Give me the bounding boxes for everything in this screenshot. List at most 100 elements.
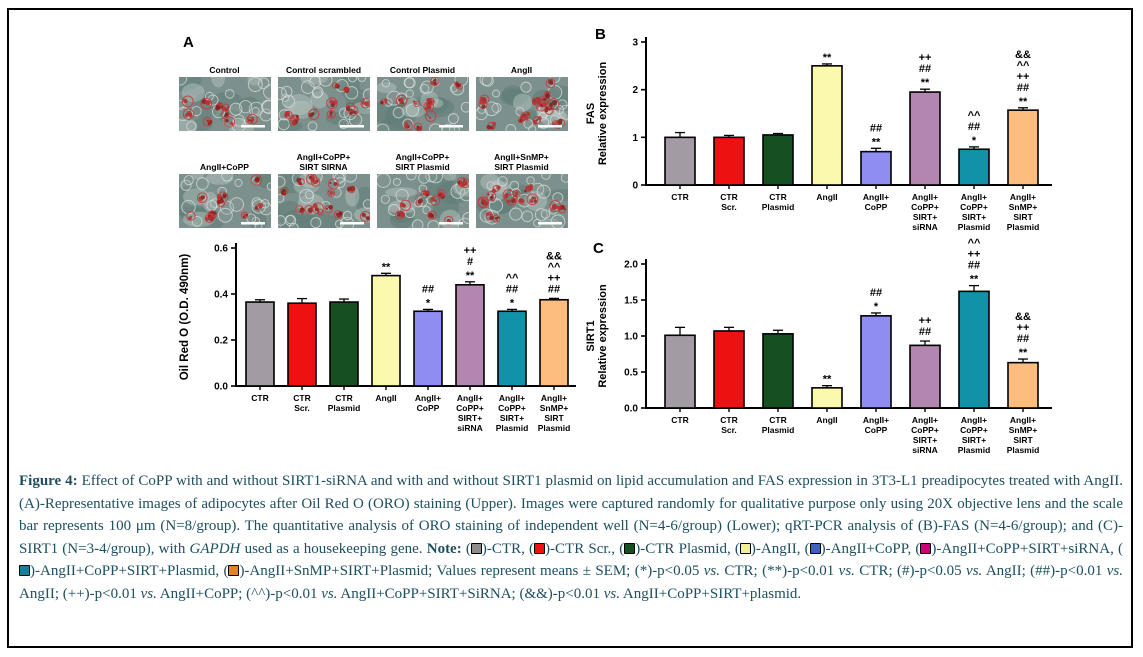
x-tick-label: SIRT <box>544 413 564 423</box>
significance-label: * <box>426 297 431 309</box>
significance-label: ^^ <box>548 261 561 273</box>
x-tick-label: AngII+ <box>1010 192 1036 202</box>
micrograph-cell: AngII+CoPP+ SIRT Plasmid <box>373 152 472 228</box>
significance-label: ## <box>548 283 560 295</box>
micrograph-label: Control <box>209 65 240 75</box>
x-tick-label: CoPP <box>417 403 440 413</box>
x-tick-label: AngII+ <box>541 393 567 403</box>
panel-b-letter: B <box>595 26 606 43</box>
micrograph-image <box>475 77 568 131</box>
x-tick-label: AngII+ <box>415 393 441 403</box>
x-tick-label: Scr. <box>721 202 737 212</box>
x-tick-label: CTR <box>335 393 352 403</box>
sirt1-bar-chart: 0.0 0.5 1.0 1.5 2.0 CTR CTR Scr. CTR Plasmid ** Ang… <box>582 236 1087 478</box>
bar <box>539 298 569 387</box>
caption-text: AngII+CoPP+SIRT+plasmid. <box>620 585 802 602</box>
significance-label: ^^ <box>506 272 519 284</box>
x-tick-label: siRNA <box>912 222 938 232</box>
caption-text: )-CTR Scr., ( <box>545 540 625 557</box>
y-axis-title: SIRT1 <box>585 320 597 351</box>
caption-text: GAPDH <box>189 540 241 557</box>
x-tick-label: AngII+ <box>1010 415 1036 425</box>
bar <box>762 333 794 409</box>
y-tick-label: 0.5 <box>624 368 638 379</box>
x-tick-label: Scr. <box>721 425 737 435</box>
bar <box>958 290 990 409</box>
x-tick-label: CoPP+ <box>911 202 939 212</box>
micrograph-cell: AngII+SnMP+ SIRT Plasmid <box>472 152 571 228</box>
x-tick-label: AngII+ <box>863 415 889 425</box>
x-tick-label: CoPP <box>865 425 888 435</box>
caption-text: used as a housekeeping gene. <box>240 540 427 557</box>
x-tick-label: CoPP+ <box>498 403 526 413</box>
significance-label: ++ <box>919 52 932 64</box>
bar <box>909 91 941 186</box>
caption-legend-swatch <box>228 565 240 576</box>
y-axis-title: FAS <box>585 103 597 124</box>
caption-text: )-AngII+SnMP+SIRT+Plasmid; Values repres… <box>239 563 704 579</box>
x-tick-label: SIRT+ <box>962 212 986 222</box>
micrograph-image <box>277 174 370 228</box>
caption-legend-swatch <box>470 542 482 554</box>
caption-legend-swatch <box>920 542 932 554</box>
y-tick-label: 0.0 <box>214 382 228 393</box>
x-tick-label: CTR <box>251 393 268 403</box>
x-tick-label: AngII+ <box>912 192 938 202</box>
significance-label: ** <box>382 261 391 273</box>
x-tick-label: Plasmid <box>328 403 361 413</box>
bar <box>811 65 843 186</box>
x-tick-label: CTR <box>720 192 737 202</box>
significance-label: ## <box>422 283 434 295</box>
significance-label: ** <box>1019 347 1028 359</box>
caption-text: CTR; (**)-p<0.01 <box>720 563 839 579</box>
x-tick-label: SIRT+ <box>500 413 524 423</box>
significance-label: ## <box>1017 82 1029 94</box>
panel-c-letter: C <box>593 240 604 257</box>
bar <box>413 310 443 387</box>
caption-legend-swatch <box>19 565 30 576</box>
bar <box>371 274 401 387</box>
significance-label: ++ <box>968 249 981 261</box>
x-tick-label: Plasmid <box>1007 222 1040 232</box>
significance-label: && <box>1015 49 1031 61</box>
x-tick-label: CoPP+ <box>960 425 988 435</box>
x-tick-label: CTR <box>769 192 786 202</box>
x-tick-label: AngII+ <box>961 192 987 202</box>
micrograph-label: Control scrambled <box>285 65 362 75</box>
x-tick-label: SnMP+ <box>540 403 569 413</box>
x-tick-label: CTR <box>671 415 688 425</box>
x-tick-label: SIRT+ <box>913 435 937 445</box>
micrograph-image <box>277 77 370 131</box>
micrograph-cell: AngII+CoPP+ SIRT SIRNA <box>274 152 373 228</box>
x-tick-label: Scr. <box>294 403 310 413</box>
x-tick-label: SnMP+ <box>1009 202 1038 212</box>
bar <box>713 136 745 186</box>
bar <box>664 136 696 186</box>
y-tick-label: 1.5 <box>624 296 638 307</box>
significance-label: ## <box>506 283 518 295</box>
significance-label: ** <box>872 136 881 148</box>
y-tick-label: 0.0 <box>624 404 638 415</box>
micrograph-cell: AngII <box>472 64 571 131</box>
bar <box>1007 109 1039 186</box>
y-tick-label: 1.0 <box>624 332 638 343</box>
x-tick-label: Plasmid <box>538 423 571 433</box>
figure-border-box: A Control Control scrambled Control Plasmi… <box>7 8 1133 648</box>
bar <box>811 387 843 409</box>
micrograph-label: AngII <box>510 65 533 75</box>
x-tick-label: AngII+ <box>499 393 525 403</box>
micrograph-label: AngII+CoPP+ SIRT SIRNA <box>296 152 351 172</box>
fas-bar-chart: 0 1 2 3 CTR CTR Scr. CTR Plasmid ** AngII ## ** AngII… <box>582 22 1087 245</box>
x-tick-label: SIRT <box>1013 212 1033 222</box>
x-tick-label: SIRT <box>1013 435 1033 445</box>
x-tick-label: SIRT+ <box>913 212 937 222</box>
x-tick-label: siRNA <box>912 445 938 455</box>
bar <box>909 344 941 409</box>
x-tick-label: Plasmid <box>958 445 991 455</box>
x-tick-label: AngII+ <box>912 415 938 425</box>
bar <box>664 334 696 409</box>
significance-label: && <box>1015 311 1031 323</box>
bar <box>245 301 275 387</box>
